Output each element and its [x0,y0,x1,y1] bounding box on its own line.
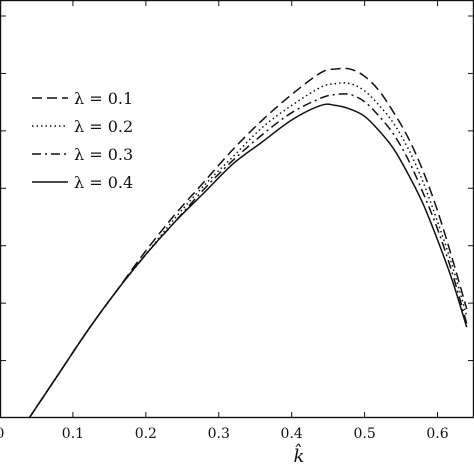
x-tick-label: 0.1 [62,426,84,442]
legend-label: λ = 0.3 [74,145,133,164]
x-axis-label: k̂ [294,442,305,467]
x-tick-label: 0 [0,426,4,442]
x-tick-label: 0.4 [281,426,303,442]
x-tick-label: 0.3 [208,426,230,442]
series-line-4 [28,103,468,419]
legend-label: λ = 0.4 [74,173,133,192]
legend-label: λ = 0.1 [74,89,133,108]
series-lines [28,67,468,419]
series-line-3 [28,93,468,419]
legend-label: λ = 0.2 [74,117,133,136]
x-tick-label: 0.5 [353,426,375,442]
x-tick-label: 0.6 [426,426,448,442]
legend: λ = 0.1 λ = 0.2 λ = 0.3 λ = 0.4 [32,89,133,192]
x-tick-label: 0.2 [135,426,157,442]
